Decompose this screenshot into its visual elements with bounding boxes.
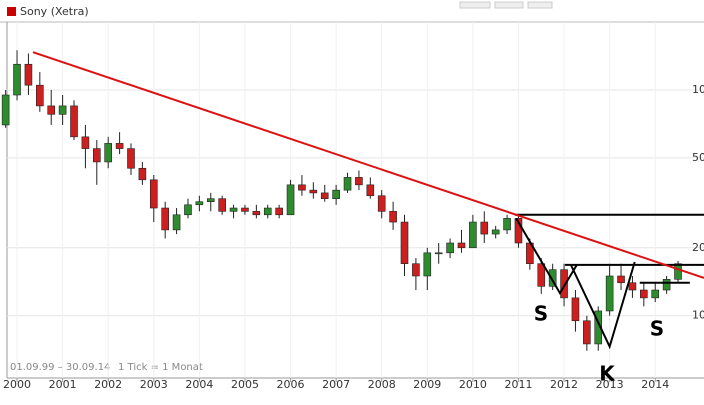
candle-body xyxy=(594,310,603,345)
candle-body xyxy=(651,289,660,299)
candle-body xyxy=(184,204,192,216)
candle-body xyxy=(127,148,135,169)
candle-body xyxy=(36,84,44,107)
candle-body xyxy=(343,177,352,191)
candle-body xyxy=(605,275,614,312)
candle-body xyxy=(583,320,591,345)
toolbar-tab[interactable] xyxy=(459,1,491,9)
legend-swatch xyxy=(7,7,16,16)
annotation: S xyxy=(650,317,664,341)
candle-body xyxy=(241,207,249,212)
chart-title: Sony (Xetra) xyxy=(20,5,89,18)
y-tick-label: 100 xyxy=(692,83,704,96)
candle-body xyxy=(320,192,329,199)
y-tick-label: 20 xyxy=(692,241,704,254)
candle-body xyxy=(355,177,363,186)
candle-body xyxy=(104,143,112,163)
x-tick-label: 2002 xyxy=(94,378,122,391)
candle-body xyxy=(298,184,306,191)
y-tick-label: 10 xyxy=(692,309,704,322)
candle-body xyxy=(446,242,454,254)
candle-body xyxy=(480,221,489,235)
candle-body xyxy=(218,198,226,212)
x-tick-label: 2004 xyxy=(185,378,213,391)
candle-body xyxy=(161,207,169,231)
trend-line xyxy=(32,51,704,279)
candle-body xyxy=(93,148,101,163)
toolbar-tab[interactable] xyxy=(494,1,524,9)
candle-body xyxy=(457,242,466,249)
x-tick-label: 2008 xyxy=(368,378,396,391)
candle-body xyxy=(263,207,272,216)
candle-body xyxy=(115,143,124,149)
candle-body xyxy=(172,214,181,231)
candle-body xyxy=(469,221,477,249)
x-tick-label: 2009 xyxy=(413,378,441,391)
candle-body xyxy=(332,189,340,199)
candle-body xyxy=(560,269,568,299)
tick-note: 1 Tick = 1 Monat xyxy=(118,362,203,373)
candle-body xyxy=(13,63,21,96)
candle-body xyxy=(514,218,523,244)
candle-body xyxy=(149,179,158,209)
annotation: K xyxy=(599,362,616,386)
x-tick-label: 2012 xyxy=(550,378,578,391)
candle-body xyxy=(206,198,215,202)
toolbar-tab[interactable] xyxy=(527,1,553,9)
candle-body xyxy=(309,189,318,194)
candle-body xyxy=(286,184,295,216)
pattern-line xyxy=(515,217,578,296)
candle-body xyxy=(58,105,67,115)
x-tick-label: 2007 xyxy=(322,378,350,391)
candle-body xyxy=(423,252,432,277)
candle-body xyxy=(628,282,637,291)
candle-body xyxy=(537,263,546,287)
candle-body xyxy=(47,105,56,115)
pattern-line xyxy=(569,261,636,350)
candle-body xyxy=(377,195,386,212)
x-tick-label: 2006 xyxy=(277,378,305,391)
candle-body xyxy=(571,297,580,322)
candle-body xyxy=(389,211,397,223)
candle-body xyxy=(503,218,511,231)
candle-body xyxy=(662,279,671,291)
candle-body xyxy=(366,184,375,197)
candle-body xyxy=(434,252,443,255)
x-tick-label: 2010 xyxy=(459,378,487,391)
x-tick-label: 2011 xyxy=(504,378,532,391)
candle-body xyxy=(81,136,90,149)
candle-body xyxy=(70,105,78,138)
x-tick-label: 2003 xyxy=(140,378,168,391)
candle-body xyxy=(195,201,204,206)
candle-body xyxy=(138,167,147,181)
x-tick-label: 2014 xyxy=(641,378,669,391)
candle-body xyxy=(548,269,557,287)
candle-body xyxy=(491,229,500,235)
y-tick-label: 50 xyxy=(692,151,704,164)
candle-body xyxy=(400,221,409,265)
annotation: S xyxy=(534,302,548,326)
candle-body xyxy=(412,263,420,277)
x-tick-label: 2013 xyxy=(596,378,624,391)
x-tick-label: 2000 xyxy=(3,378,31,391)
candle-body xyxy=(674,263,682,280)
candle-body xyxy=(252,211,261,216)
candle-body xyxy=(24,63,33,86)
candle-body xyxy=(617,275,625,284)
x-tick-label: 2001 xyxy=(49,378,77,391)
candle-body xyxy=(640,289,648,299)
x-tick-label: 2005 xyxy=(231,378,259,391)
candle-body xyxy=(275,207,283,216)
candle-body xyxy=(229,207,238,212)
candle-body xyxy=(1,94,10,126)
period-label: 01.09.99 – 30.09.14 xyxy=(10,362,110,373)
